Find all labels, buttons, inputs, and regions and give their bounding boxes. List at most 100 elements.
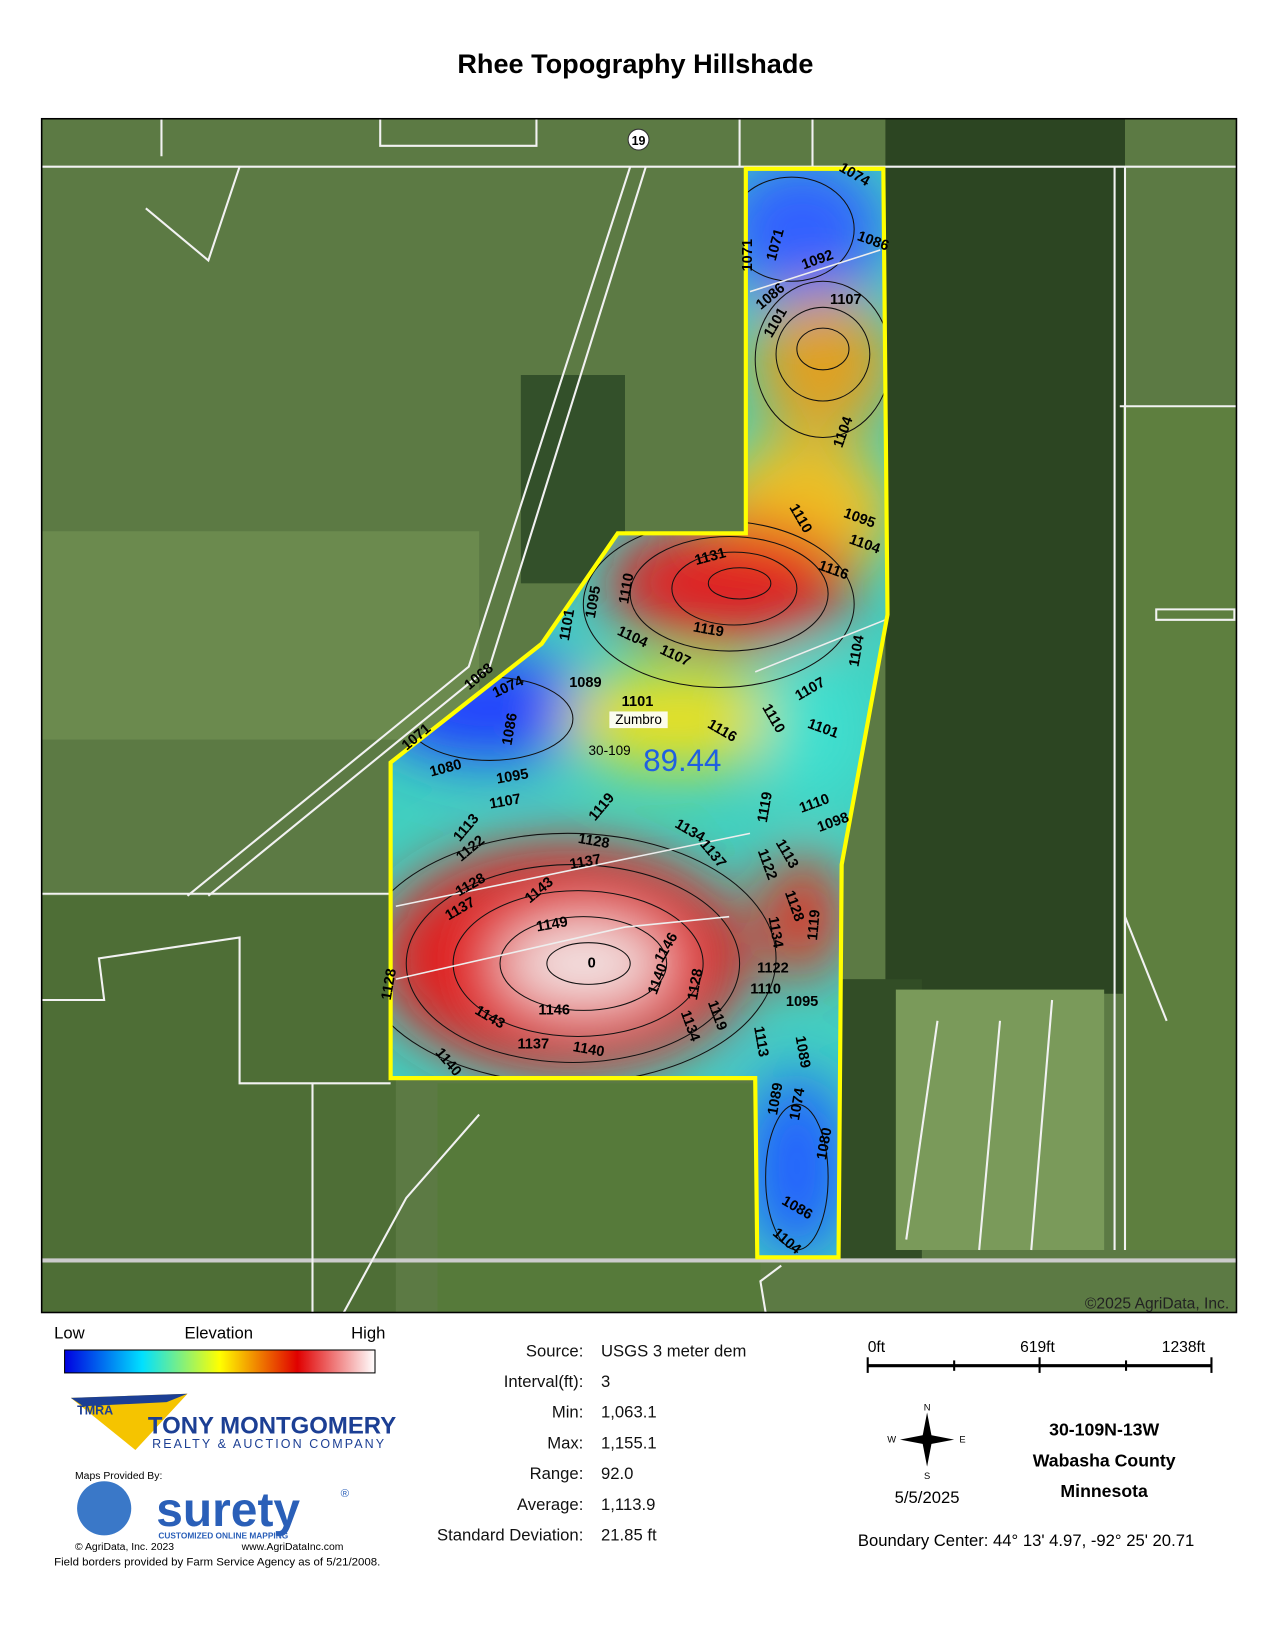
- contour-label: 1071: [740, 239, 756, 271]
- contour-label: 1131: [693, 545, 728, 569]
- scale-label: 1238ft: [1162, 1339, 1206, 1356]
- logo-text: REALTY & AUCTION COMPANY: [152, 1437, 386, 1451]
- contour-label: 1134: [765, 915, 786, 950]
- compass-w: W: [887, 1435, 896, 1445]
- contour-label: 0: [588, 955, 596, 971]
- boundary-center: Boundary Center: 44° 13' 4.97, -92° 25' …: [858, 1531, 1194, 1550]
- contour-label: 1137: [568, 852, 602, 873]
- scale-label: 619ft: [1020, 1339, 1055, 1356]
- logo-text: TMRA: [77, 1404, 113, 1418]
- logo-text: ®: [341, 1488, 350, 1500]
- field: [437, 1083, 761, 1313]
- section-label: 30-109: [589, 743, 631, 758]
- contour-label: 1128: [379, 967, 400, 1001]
- contour-label: 1122: [757, 961, 789, 977]
- contour-label: 1101: [557, 608, 578, 642]
- footer: Field borders provided by Farm Service A…: [54, 1557, 380, 1569]
- compass-e: E: [959, 1435, 965, 1445]
- contour-label: 1110: [750, 981, 781, 997]
- stat-label: Source:: [526, 1341, 583, 1360]
- contour-label: 1089: [765, 1082, 786, 1117]
- route-label: 19: [632, 134, 646, 148]
- field-borders: [41, 118, 1237, 1313]
- compass-s: S: [924, 1471, 930, 1481]
- map-frame: [40, 117, 1238, 1314]
- contour-label: 1146: [538, 1002, 570, 1018]
- contour-label: 1095: [583, 585, 604, 620]
- agridata: © AgriData, Inc. 2023: [75, 1542, 174, 1553]
- forest: [885, 118, 1125, 994]
- location: 30-109N-13W: [1049, 1419, 1159, 1439]
- logo-shape: [70, 1393, 188, 1450]
- stat-value: 1,113.9: [601, 1495, 655, 1514]
- location: Wabasha County: [1033, 1451, 1176, 1471]
- contour-label: 1149: [535, 914, 569, 935]
- field: [41, 531, 480, 740]
- contour-label: 1080: [814, 1126, 835, 1161]
- label-box: [609, 711, 668, 729]
- title: Rhee Topography Hillshade: [457, 48, 813, 79]
- compass-n: N: [924, 1402, 931, 1412]
- logo-text: TONY MONTGOMERY: [148, 1412, 396, 1439]
- boundary: [388, 166, 890, 1260]
- contours: [390, 176, 888, 1251]
- contour-label: 1086: [500, 712, 521, 747]
- stat-value: 1,155.1: [601, 1433, 657, 1452]
- tmra-logo: TMRA TONY MONTGOMERY REALTY & AUCTION CO…: [70, 1393, 396, 1451]
- acres-label: 89.44: [643, 743, 721, 778]
- legend-low: Low: [54, 1324, 86, 1343]
- stat-label: Standard Deviation:: [437, 1526, 583, 1545]
- legend-high: High: [351, 1324, 385, 1343]
- logo-shape: [70, 1393, 188, 1407]
- map: 19: [41, 118, 1237, 1313]
- contour-label: 1101: [622, 694, 654, 710]
- website: www.AgriDataInc.com: [241, 1542, 344, 1553]
- legend-title: Elevation: [184, 1324, 253, 1343]
- contour-label: 1089: [569, 675, 601, 691]
- compass: N S E W: [887, 1402, 965, 1481]
- contour-label: 1140: [572, 1039, 606, 1060]
- stat-label: Average:: [517, 1495, 583, 1514]
- copyright: ©2025 AgriData, Inc.: [1085, 1295, 1229, 1312]
- surety-logo: surety ® CUSTOMIZED ONLINE MAPPING: [77, 1481, 350, 1541]
- route-shield: [627, 128, 650, 151]
- logo-text: CUSTOMIZED ONLINE MAPPING: [158, 1531, 288, 1541]
- stat-value: 21.85 ft: [601, 1526, 657, 1545]
- contour-label: 1107: [488, 791, 522, 812]
- legend-ramp: [64, 1349, 376, 1374]
- statistics: Source: USGS 3 meter dem Interval(ft): 3 Min…: [437, 1341, 746, 1544]
- contour-label: 1119: [692, 619, 725, 640]
- contour-label: 1113: [750, 1025, 771, 1058]
- stat-label: Range:: [530, 1464, 584, 1483]
- scale-bar: 0ft 619ft 1238ft: [866, 1339, 1213, 1373]
- stat-value: 92.0: [601, 1464, 633, 1483]
- scale-label: 0ft: [868, 1339, 886, 1356]
- stat-label: Interval(ft):: [504, 1372, 584, 1391]
- township-label: Zumbro: [615, 712, 662, 727]
- contour-label: 1137: [518, 1037, 550, 1053]
- date: 5/5/2025: [895, 1488, 960, 1507]
- maps-by: Maps Provided By:: [75, 1471, 162, 1482]
- stat-label: Max:: [547, 1433, 583, 1452]
- field: [1122, 406, 1237, 1250]
- contour-label: 1119: [805, 909, 824, 941]
- field: [41, 895, 396, 1313]
- contour-label: 1095: [495, 766, 530, 787]
- stat-value: 3: [601, 1372, 610, 1391]
- contour-label: 1110: [616, 572, 637, 605]
- logo-text: surety: [156, 1484, 300, 1537]
- pasture: [895, 989, 1105, 1250]
- contour-label: 1107: [830, 292, 862, 308]
- stat-value: 1,063.1: [601, 1403, 657, 1422]
- contour-label: 1104: [847, 633, 868, 668]
- stat-value: USGS 3 meter dem: [601, 1341, 746, 1360]
- location: Minnesota: [1060, 1481, 1148, 1501]
- contour-label: 1089: [792, 1035, 813, 1070]
- contour-label: 1128: [577, 831, 611, 852]
- contour-label: 1128: [685, 967, 706, 1001]
- contour-label: 1074: [787, 1086, 809, 1122]
- stat-label: Min:: [552, 1403, 583, 1422]
- contour-label: 1095: [786, 994, 818, 1010]
